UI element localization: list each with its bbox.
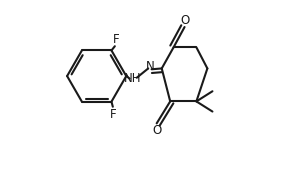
Text: NH: NH	[124, 72, 142, 85]
Text: O: O	[180, 14, 189, 27]
Text: F: F	[110, 108, 117, 121]
Text: F: F	[113, 33, 120, 46]
Text: O: O	[152, 124, 161, 137]
Text: N: N	[145, 60, 154, 73]
